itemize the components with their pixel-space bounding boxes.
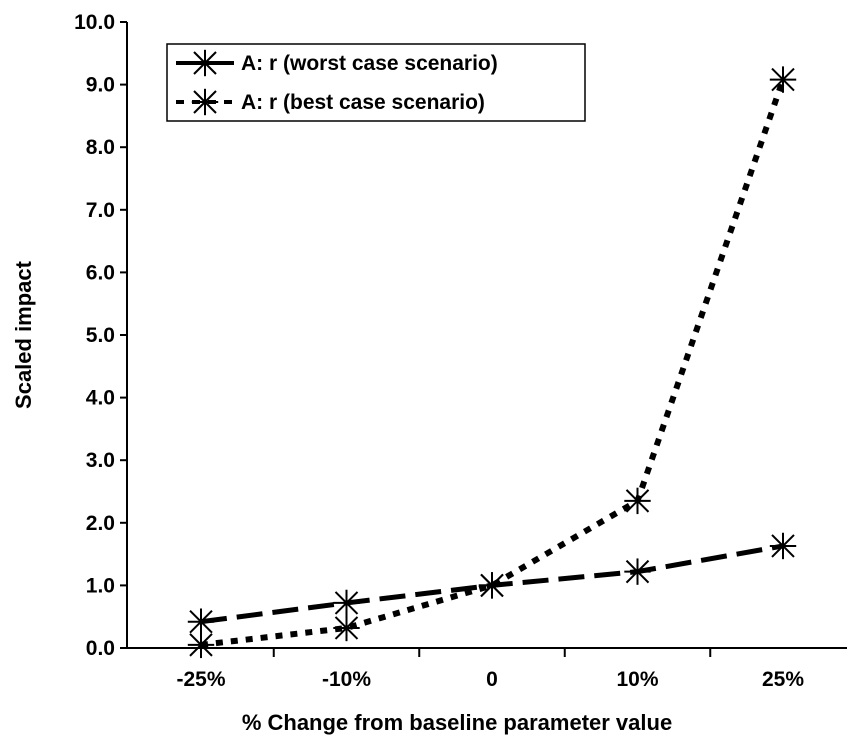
legend-label-worst-case: A: r (worst case scenario)	[241, 52, 498, 75]
legend: A: r (worst case scenario) A: r (best ca…	[166, 43, 586, 122]
data-point-1-1	[333, 614, 360, 642]
y-ticks: 0.0 1.0 2.0 3.0 4.0 5.0 6.0 7.0 8.0 9.0 10.0	[74, 11, 127, 660]
x-tick-label: -10%	[322, 668, 371, 691]
y-tick-label: 6.0	[86, 261, 115, 284]
legend-label-best-case: A: r (best case scenario)	[241, 91, 485, 114]
y-tick-label: 1.0	[86, 574, 115, 597]
x-tick-label: -25%	[176, 668, 225, 691]
y-tick-label: 8.0	[86, 136, 115, 159]
data-point-0-0	[187, 608, 215, 635]
series-lines	[200, 78, 786, 648]
y-tick-label: 10.0	[74, 11, 115, 34]
x-tick-label: 0	[486, 668, 498, 691]
y-tick-label: 4.0	[86, 387, 115, 410]
data-point-1-3	[624, 487, 651, 515]
series-line-1	[200, 78, 786, 648]
x-axis-title: % Change from baseline parameter value	[242, 710, 672, 735]
y-tick-label: 2.0	[86, 512, 115, 535]
legend-marker-worst-case	[191, 49, 219, 77]
legend-marker-glyph	[191, 49, 219, 77]
legend-marker-glyph	[191, 88, 219, 116]
y-tick-label: 9.0	[86, 74, 115, 97]
y-axis-title: Scaled impact	[11, 260, 36, 409]
data-point-0-3	[624, 558, 651, 585]
data-point-1-2	[478, 572, 506, 599]
series-markers	[187, 66, 797, 659]
data-point-1-4	[769, 66, 797, 93]
x-tick-label: 10%	[616, 668, 658, 691]
y-tick-label: 5.0	[86, 324, 115, 347]
legend-marker-best-case	[191, 88, 219, 116]
y-tick-label: 7.0	[86, 199, 115, 222]
data-point-0-1	[333, 589, 360, 617]
x-tick-label: 25%	[762, 668, 804, 691]
data-point-1-0	[187, 631, 215, 659]
x-ticks: -25% -10% 0 10% 25%	[176, 648, 804, 691]
y-tick-label: 0.0	[86, 637, 115, 660]
y-tick-label: 3.0	[86, 449, 115, 472]
legend-box	[166, 43, 586, 122]
data-point-0-4	[769, 532, 797, 560]
